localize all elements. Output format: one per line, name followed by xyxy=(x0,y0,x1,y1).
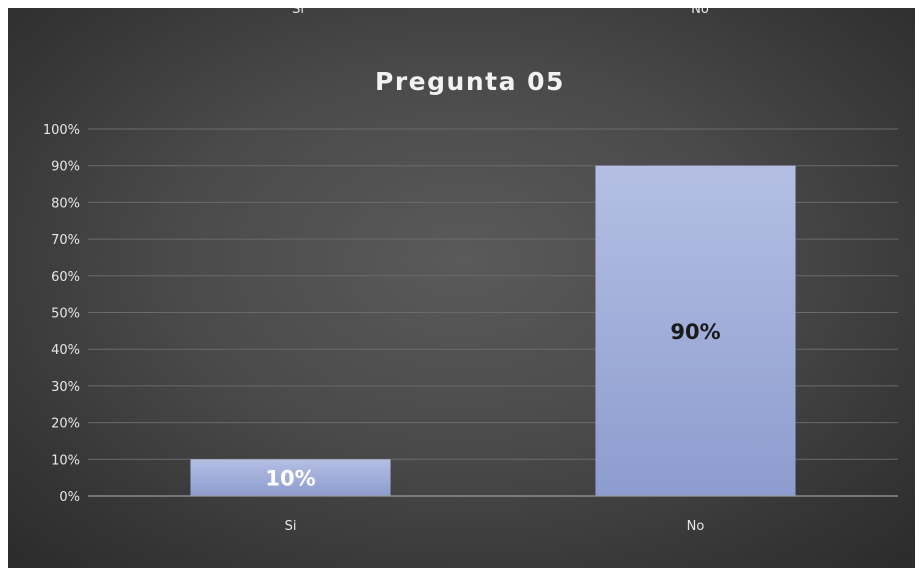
prev-chart-label-si: Si xyxy=(292,8,304,17)
bar-chart: Si No Pregunta 05 0% 10% 20% 30% 40% 50% 60% 70… xyxy=(43,8,898,534)
y-tick-label: 60% xyxy=(51,270,80,285)
y-tick-label: 80% xyxy=(51,196,80,211)
x-axis-category-labels: Si No xyxy=(285,519,705,534)
data-labels: 10% 90% xyxy=(265,320,720,491)
chart-title: Pregunta 05 xyxy=(375,67,565,96)
bar-no xyxy=(595,165,796,496)
data-label: 10% xyxy=(265,467,315,491)
prev-chart-label-no: No xyxy=(691,8,709,17)
y-tick-label: 50% xyxy=(51,307,80,322)
data-label: 90% xyxy=(670,320,720,344)
chart-area: Si No Pregunta 05 0% 10% 20% 30% 40% 50% 60% 70… xyxy=(8,8,915,568)
y-tick-label: 90% xyxy=(51,160,80,175)
y-tick-label: 40% xyxy=(51,343,80,358)
y-tick-label: 0% xyxy=(59,490,80,505)
y-tick-label: 30% xyxy=(51,380,80,395)
y-tick-label: 10% xyxy=(51,453,80,468)
y-tick-label: 20% xyxy=(51,417,80,432)
y-axis-tick-labels: 0% 10% 20% 30% 40% 50% 60% 70% 80% 90% 100% xyxy=(43,123,80,505)
x-category-label: Si xyxy=(285,519,297,534)
y-tick-label: 70% xyxy=(51,233,80,248)
y-tick-label: 100% xyxy=(43,123,80,138)
bars xyxy=(190,165,796,496)
x-category-label: No xyxy=(687,519,705,534)
gridlines xyxy=(88,128,898,460)
bar-si xyxy=(190,459,391,496)
